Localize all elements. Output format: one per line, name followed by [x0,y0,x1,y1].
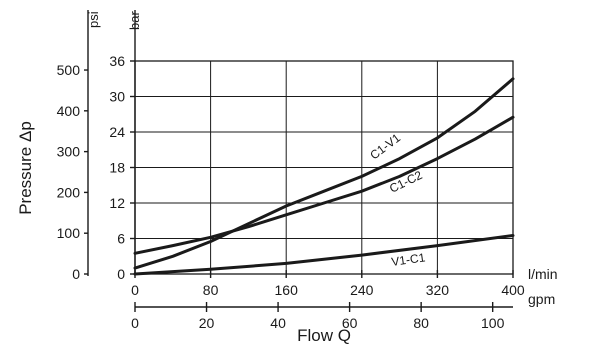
y-tick-label: 36 [109,53,125,69]
ticks: 0 80 160 240 320 4000612182430360100200300400… [57,53,525,331]
y-tick-label: 0 [117,266,125,282]
y-tick-label: 18 [109,160,125,176]
gpm-tick-label: 40 [270,315,286,331]
x-unit-secondary-label: gpm [528,291,555,307]
series-label-v1-c1: V1-C1 [390,250,426,269]
bar-unit-label: bar [127,11,142,30]
x-tick-label: 320 [426,282,450,298]
axes [87,10,513,308]
x-unit-label: l/min [528,266,558,282]
x-tick-label: 400 [501,282,525,298]
y-axis-title: Pressure Δp [16,121,35,215]
series-label-c1-v1: C1-V1 [367,131,403,163]
y-tick-label: 24 [109,124,125,140]
y-tick-label: 6 [117,231,125,247]
y-tick-label: 30 [109,89,125,105]
y-tick-label: 12 [109,195,125,211]
series-line-v1-c1 [133,234,515,276]
x-tick-label: 80 [203,282,219,298]
x-tick-label: 160 [275,282,299,298]
psi-tick-label: 200 [57,184,81,200]
x-tick-label: 0 [131,282,139,298]
gpm-tick-label: 80 [413,315,429,331]
x-tick-label: 240 [350,282,374,298]
psi-unit-label: psi [86,11,101,28]
gpm-tick-label: 20 [199,315,215,331]
psi-tick-label: 500 [57,62,81,78]
psi-tick-label: 300 [57,144,81,160]
series-line-c1-c2 [133,115,515,255]
gpm-tick-label: 0 [131,315,139,331]
psi-tick-label: 400 [57,103,81,119]
psi-tick-label: 0 [72,266,80,282]
gpm-tick-label: 100 [481,315,505,331]
series-line-c1-v1 [133,77,515,270]
psi-tick-label: 100 [57,225,81,241]
x-axis-title: Flow Q [297,326,351,345]
gpm-tick-label: 60 [342,315,358,331]
